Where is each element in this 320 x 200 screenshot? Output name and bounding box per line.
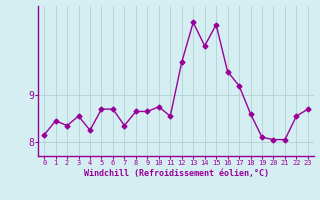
- X-axis label: Windchill (Refroidissement éolien,°C): Windchill (Refroidissement éolien,°C): [84, 169, 268, 178]
